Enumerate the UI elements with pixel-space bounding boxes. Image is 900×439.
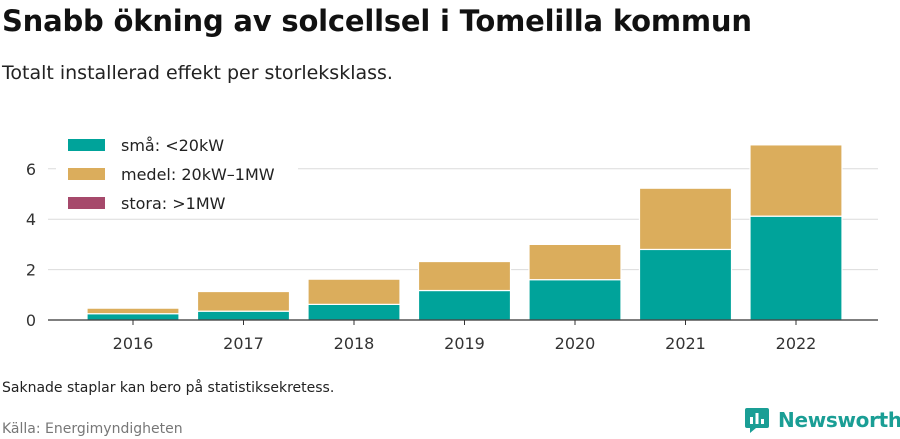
bar-2017-series-0 [196,310,291,321]
bar-2019-series-1 [417,260,512,292]
y-tick-label: 6 [26,160,36,179]
x-tick-label: 2016 [113,334,154,353]
legend-label-0: små: <20kW [121,136,224,155]
bar-2018-series-0 [307,303,401,321]
chart-subtitle: Totalt installerad effekt per storlekskl… [2,62,393,84]
bar-2020-series-0 [528,279,622,321]
legend-label-2: stora: >1MW [121,194,226,213]
x-tick-label: 2021 [665,334,706,353]
bar-2020-series-1 [528,243,622,281]
source-credit: Källa: Energimyndigheten [2,421,183,437]
y-tick-label: 2 [26,261,36,280]
bar-2021-series-0 [638,248,733,321]
x-tick-label: 2018 [334,334,375,353]
brand-logo[interactable]: Newsworthy [744,406,900,434]
x-tick-label: 2019 [444,334,485,353]
bar-2021-series-1 [638,187,733,251]
legend-swatch-1 [68,168,105,180]
bar-2018-series-1 [307,278,401,305]
chart-title: Snabb ökning av solcellsel i Tomelilla k… [2,4,752,38]
bar-2022-series-0 [749,215,843,321]
x-tick-label: 2017 [223,334,264,353]
bar-2017-series-1 [196,290,291,312]
footnote: Saknade staplar kan bero på statistiksek… [2,380,335,396]
bar-2016-series-0 [86,313,180,321]
newsworthy-logo-icon [745,408,769,433]
brand-name: Newsworthy [778,408,900,432]
bar-2022-series-1 [749,144,843,217]
legend-label-1: medel: 20kW–1MW [121,165,275,184]
y-tick-label: 0 [26,311,36,330]
legend-swatch-2 [68,197,105,209]
x-tick-label: 2020 [555,334,596,353]
x-tick-label: 2022 [776,334,817,353]
bar-2016-series-1 [86,307,180,315]
bar-2019-series-0 [417,289,512,321]
legend-swatch-0 [68,139,105,151]
y-tick-label: 4 [26,210,36,229]
stacked-bar-chart: 0 2 4 6 2016 2017 2018 2019 2020 2021 2022 små: <2… [25,136,878,353]
